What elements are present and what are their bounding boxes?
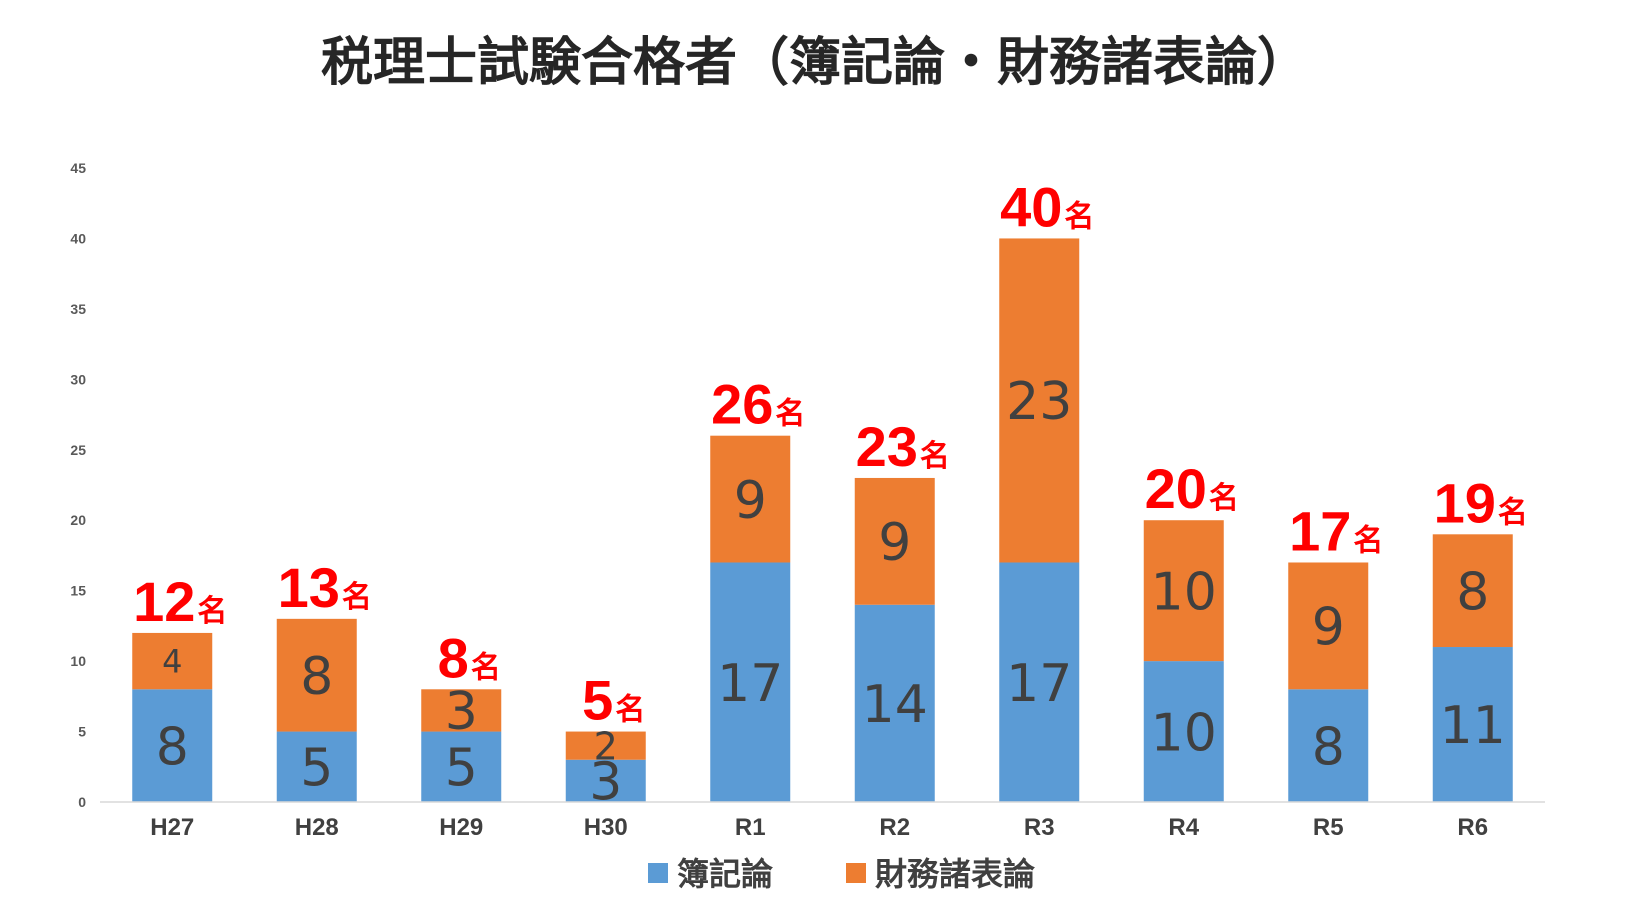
x-tick-label: R2 [879, 814, 910, 841]
y-tick-label: 10 [70, 653, 86, 669]
bar-segment-zaimu [1432, 534, 1513, 648]
x-axis: H27 H28 H29 H30 R1 R2 R3 R4 R5 R6 [100, 801, 1545, 841]
bar-segment-zaimu [854, 477, 935, 605]
data-label: 8 [1312, 717, 1345, 777]
bar-segment-zaimu [132, 632, 213, 690]
total-label: 40名 [1000, 175, 1094, 238]
total-label: 19名 [1434, 471, 1528, 534]
total-label: 26名 [711, 373, 805, 436]
bar-segment-bokiron [854, 604, 935, 802]
bar-segment-bokiron [276, 731, 357, 802]
total-label: 5名 [582, 669, 645, 732]
data-label: 9 [878, 513, 911, 573]
legend-swatch [648, 863, 668, 883]
data-label: 9 [734, 471, 767, 531]
y-tick-label: 30 [70, 371, 86, 387]
data-label: 17 [717, 654, 783, 714]
total-label: 20名 [1145, 457, 1239, 520]
legend-swatch [846, 863, 866, 883]
legend-label: 簿記論 [677, 855, 773, 893]
bar-segment-bokiron [1432, 647, 1513, 802]
x-tick-label: R4 [1168, 814, 1199, 841]
bar-segment-bokiron [1288, 689, 1369, 802]
data-label: 17 [1006, 654, 1072, 714]
data-label: 8 [156, 717, 189, 777]
y-tick-label: 5 [78, 724, 86, 740]
data-label: 5 [300, 738, 333, 798]
data-label: 4 [162, 643, 182, 681]
legend-label: 財務諸表論 [875, 855, 1035, 893]
y-tick-label: 0 [78, 794, 86, 810]
bar-segment-bokiron [710, 562, 791, 802]
x-tick-label: R5 [1313, 814, 1344, 841]
bar-segment-zaimu [276, 618, 357, 732]
bar-segment-bokiron [421, 731, 502, 802]
y-tick-label: 35 [70, 301, 86, 317]
legend: 簿記論 財務諸表論 [648, 855, 1035, 893]
data-label: 8 [300, 647, 333, 707]
bar-segment-zaimu [710, 435, 791, 563]
bar-segment-zaimu [1288, 562, 1369, 690]
total-label: 13名 [278, 556, 372, 619]
x-tick-label: H30 [584, 814, 628, 841]
data-label: 9 [1312, 598, 1345, 658]
x-tick-label: H27 [150, 814, 194, 841]
total-label: 17名 [1289, 499, 1383, 562]
data-label: 11 [1440, 696, 1506, 756]
bar-segment-zaimu [565, 731, 646, 760]
total-label: 23名 [856, 415, 950, 478]
data-label: 14 [862, 675, 928, 735]
x-tick-label: R1 [735, 814, 766, 841]
bar-segment-bokiron [999, 562, 1080, 802]
total-label: 8名 [438, 626, 501, 689]
x-tick-label: R6 [1457, 814, 1488, 841]
data-label: 5 [445, 738, 478, 798]
data-label: 23 [1006, 372, 1072, 432]
total-label: 12名 [133, 570, 227, 633]
data-label: 2 [594, 724, 618, 768]
x-tick-label: H28 [295, 814, 339, 841]
y-tick-label: 20 [70, 512, 86, 528]
data-label: 3 [445, 682, 478, 742]
y-axis: 0 5 10 15 20 25 30 35 40 45 [70, 160, 86, 810]
bar-segment-bokiron [132, 689, 213, 802]
bar-segment-bokiron [1143, 661, 1224, 802]
data-label: 10 [1151, 562, 1217, 622]
bar-segment-zaimu [999, 238, 1080, 563]
x-tick-label: R3 [1024, 814, 1055, 841]
bar-segment-zaimu [1143, 520, 1224, 662]
x-tick-label: H29 [439, 814, 483, 841]
bar-segment-zaimu [421, 689, 502, 732]
bar-segment-bokiron [565, 759, 646, 802]
y-tick-label: 45 [70, 160, 86, 176]
data-label: 8 [1456, 562, 1489, 622]
y-tick-label: 40 [70, 230, 86, 246]
chart-title: 税理士試験合格者（簿記論・財務諸表論） [321, 33, 1309, 93]
y-tick-label: 15 [70, 583, 86, 599]
y-tick-label: 25 [70, 442, 86, 458]
data-label: 10 [1151, 703, 1217, 763]
